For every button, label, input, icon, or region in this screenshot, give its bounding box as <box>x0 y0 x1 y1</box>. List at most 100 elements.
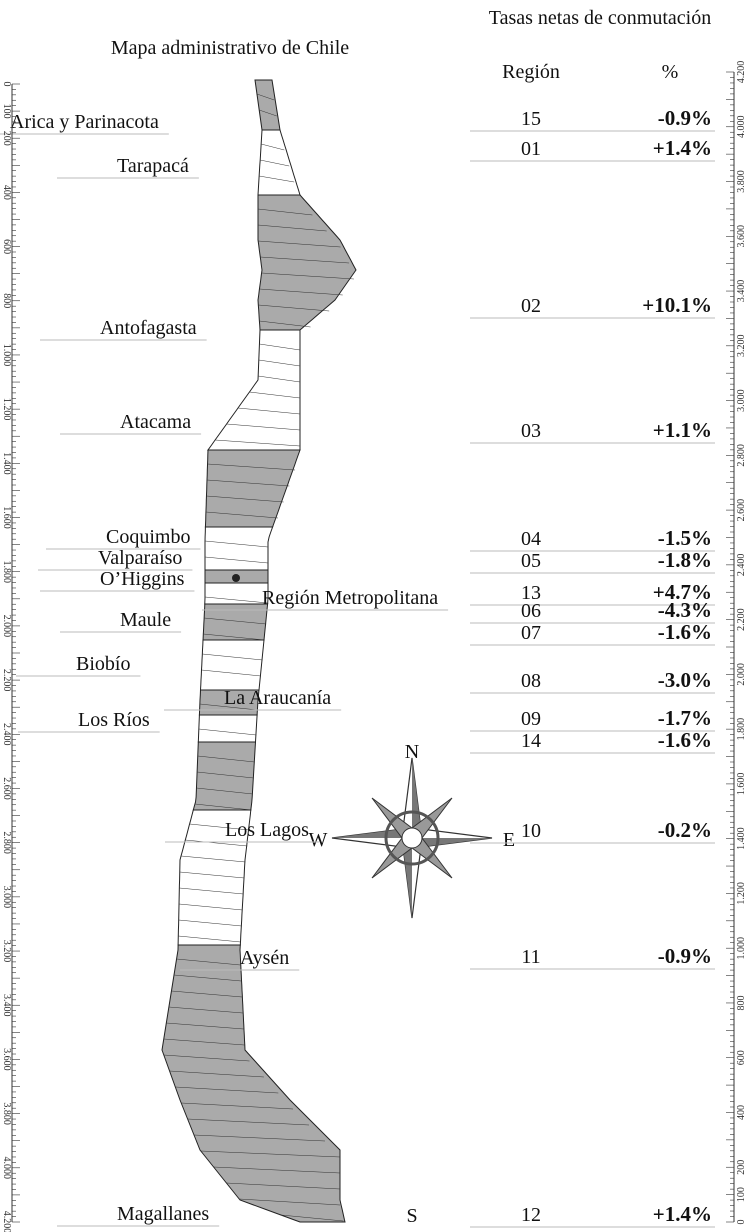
commune-line <box>179 887 244 895</box>
compass-center <box>401 827 423 849</box>
scale-label: 400 <box>1 185 12 200</box>
scale-label: 3.400 <box>1 994 12 1017</box>
commune-line <box>175 1086 279 1094</box>
commune-line <box>189 823 250 831</box>
commune-line <box>258 375 301 383</box>
region-shape <box>199 639 265 691</box>
commune-line <box>226 1182 341 1190</box>
commune-line <box>257 208 313 216</box>
scale-label: 2.800 <box>1 831 12 854</box>
commuting-rate: +1.1% <box>653 418 712 442</box>
scale-label: 1.400 <box>1 452 12 475</box>
region-shape <box>192 741 257 811</box>
scale-label: 3.200 <box>736 335 747 358</box>
commune-line <box>204 617 267 625</box>
commune-line <box>206 495 284 503</box>
commune-line <box>205 511 278 519</box>
chile-map <box>161 79 357 1223</box>
table-title: Tasas netas de conmutación <box>489 7 711 29</box>
scale-label: 1.400 <box>736 827 747 850</box>
commune-line <box>187 1118 310 1126</box>
commune-line <box>179 871 245 879</box>
commuting-rate: -0.2% <box>658 818 712 842</box>
commuting-rate: +4.7% <box>653 580 712 604</box>
region-shape <box>204 526 274 571</box>
commune-line <box>198 728 257 736</box>
commuting-rate: -3.0% <box>658 668 712 692</box>
commune-line <box>258 304 330 312</box>
compass-star <box>403 838 412 918</box>
commune-line <box>259 343 301 351</box>
region-label: O’Higgins <box>100 568 185 590</box>
region-label: Biobío <box>76 653 130 675</box>
region-label: Atacama <box>120 411 191 433</box>
scale-label: 1.600 <box>1 506 12 529</box>
commune-line <box>213 1166 341 1174</box>
scale-label: 2.400 <box>1 723 12 746</box>
region-code: 11 <box>521 946 540 968</box>
commuting-rate: +10.1% <box>642 293 712 317</box>
commune-line <box>206 479 290 487</box>
compass-star <box>412 758 421 838</box>
commune-line <box>169 1070 264 1078</box>
region-label: Antofagasta <box>100 317 197 339</box>
scale-label: 3.000 <box>1 886 12 909</box>
commune-line <box>249 391 301 399</box>
commune-line <box>178 919 242 927</box>
map-title: Mapa administrativo de Chile <box>111 37 349 59</box>
scale-label: 0 <box>736 1220 747 1225</box>
region-code: 13 <box>521 582 541 604</box>
table-header: % <box>662 61 679 83</box>
commune-line <box>181 855 246 863</box>
commune-line <box>181 1102 294 1110</box>
region-code: 09 <box>521 708 541 730</box>
commune-line <box>259 175 295 183</box>
scale-label: 3.800 <box>736 170 747 193</box>
commune-line <box>259 288 343 296</box>
scale-label: 2.600 <box>1 777 12 800</box>
region-label: Maule <box>120 609 171 631</box>
scale-label: 200 <box>736 1160 747 1175</box>
region-code: 05 <box>521 550 541 572</box>
region-label: Tarapacá <box>117 155 189 177</box>
scale-label: 800 <box>1 293 12 308</box>
commuting-rate: -1.8% <box>658 548 712 572</box>
scale-label: 400 <box>736 1105 747 1120</box>
region-label: Aysén <box>240 947 289 969</box>
scale-label: 800 <box>736 995 747 1010</box>
region-code: 14 <box>521 730 541 752</box>
commune-line <box>259 109 277 117</box>
commune-line <box>260 256 350 264</box>
scale-label: 2.200 <box>1 669 12 692</box>
region-label: Magallanes <box>117 1203 209 1225</box>
commune-line <box>201 669 262 677</box>
commuting-rate: +1.4% <box>653 1202 712 1226</box>
region-code: 03 <box>521 420 541 442</box>
region-label: Región Metropolitana <box>262 587 438 609</box>
commuting-rate: +1.4% <box>653 136 712 160</box>
region-label: Coquimbo <box>106 526 190 548</box>
region-code: 07 <box>521 622 541 644</box>
region-label: Los Lagos <box>225 819 309 841</box>
scale-label: 1.000 <box>736 937 747 960</box>
region-label: Valparaíso <box>98 547 182 569</box>
commune-line <box>256 93 275 101</box>
compass-e: E <box>503 829 515 851</box>
scale-label: 2.800 <box>736 444 747 467</box>
compass-n: N <box>405 741 419 763</box>
compass-star <box>332 829 412 838</box>
scale-label: 2.000 <box>1 615 12 638</box>
region-code: 02 <box>521 295 541 317</box>
commune-line <box>261 272 354 280</box>
scale-label: 3.000 <box>736 389 747 412</box>
scale-label: 1.000 <box>1 344 12 367</box>
commune-line <box>215 439 301 447</box>
scale-label: 1.800 <box>736 718 747 741</box>
commune-line <box>173 974 242 982</box>
commune-line <box>178 935 241 943</box>
region-shape <box>197 714 258 743</box>
region-code: 15 <box>521 108 541 130</box>
commune-line <box>204 556 269 564</box>
scale-label: 1.200 <box>736 882 747 905</box>
commune-line <box>166 1022 244 1030</box>
